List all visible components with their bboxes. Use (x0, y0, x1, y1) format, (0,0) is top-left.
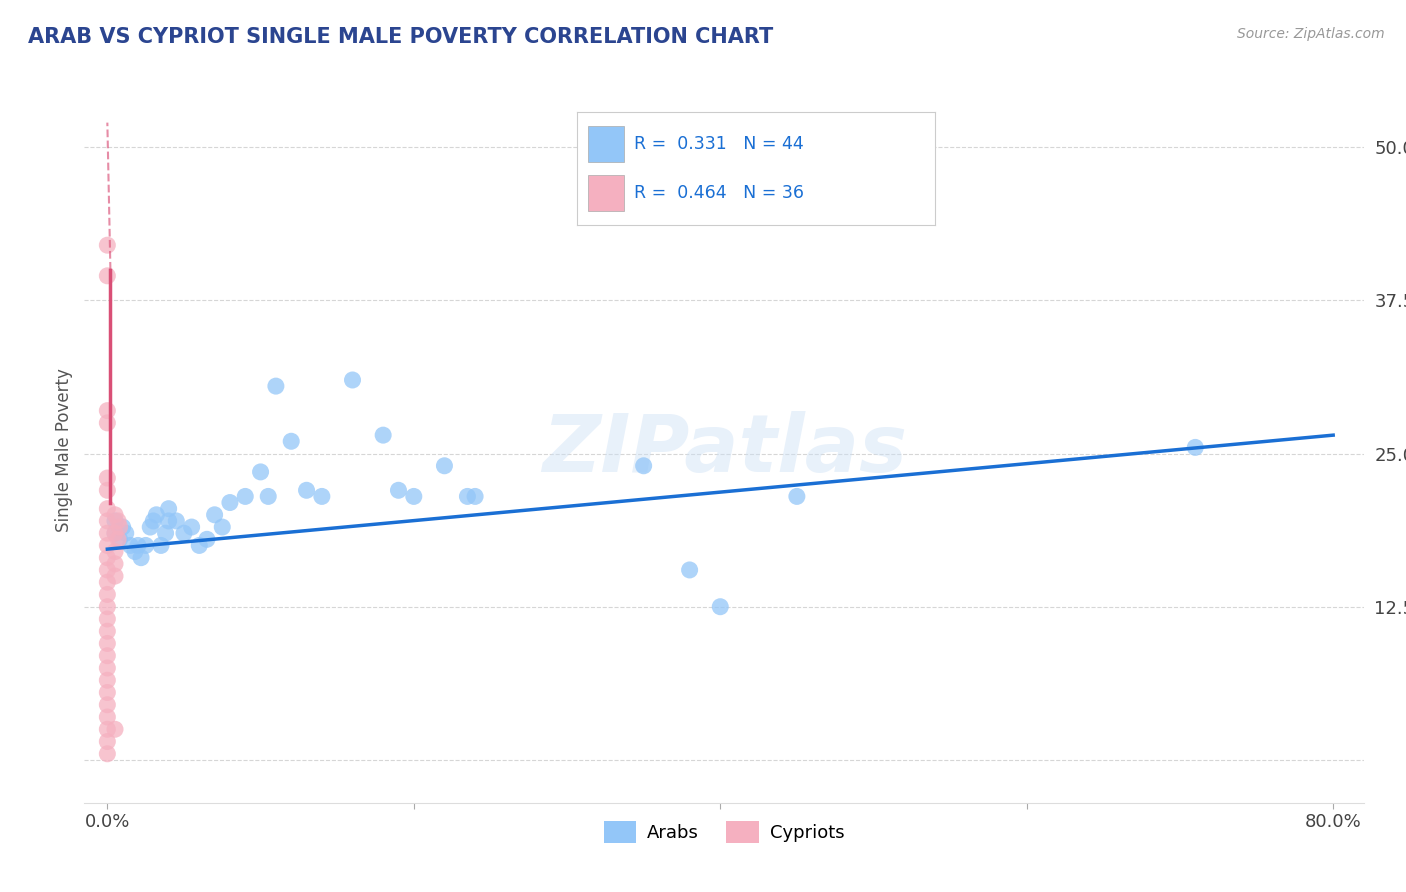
Point (195, 533, 218, 547)
Point (104, 514, 127, 528)
Text: Source: ZipAtlas.com: Source: ZipAtlas.com (1237, 27, 1385, 41)
Point (96, 624, 118, 639)
Legend: Arabs, Cypriots: Arabs, Cypriots (596, 814, 852, 850)
Point (104, 526, 127, 541)
Point (104, 508, 127, 522)
Point (96, 514, 118, 528)
Point (173, 526, 195, 541)
Point (120, 538, 142, 552)
Y-axis label: Single Male Poverty: Single Male Poverty (55, 368, 73, 533)
Point (96, 747, 118, 761)
Point (96, 550, 118, 565)
Point (96, 599, 118, 614)
Point (96, 575, 118, 590)
Point (264, 379, 287, 393)
Point (96, 526, 118, 541)
Point (114, 526, 136, 541)
Point (96, 710, 118, 724)
Point (211, 520, 233, 534)
Point (135, 538, 157, 552)
Point (96, 636, 118, 650)
Point (96, 538, 118, 552)
Text: ZIPatlas: ZIPatlas (541, 411, 907, 490)
Point (295, 483, 318, 498)
Point (180, 520, 202, 534)
Point (104, 723, 127, 737)
Point (142, 514, 165, 528)
Point (257, 490, 280, 504)
Point (204, 508, 226, 522)
Point (311, 490, 333, 504)
Point (456, 490, 478, 504)
Point (96, 698, 118, 712)
Point (165, 514, 187, 528)
Point (280, 434, 302, 449)
Point (108, 533, 131, 547)
Point (96, 661, 118, 675)
Point (104, 544, 127, 558)
Point (373, 428, 395, 442)
Point (96, 648, 118, 663)
Point (709, 599, 731, 614)
Point (104, 557, 127, 571)
Point (149, 538, 172, 552)
Point (96, 723, 118, 737)
Point (157, 514, 180, 528)
Point (1184, 441, 1206, 455)
Point (145, 508, 167, 522)
Point (107, 514, 129, 528)
Point (219, 495, 242, 509)
Point (342, 373, 364, 387)
Point (249, 465, 271, 479)
Point (96, 268, 118, 283)
Point (233, 490, 256, 504)
Point (96, 471, 118, 485)
Point (157, 501, 180, 516)
Point (96, 416, 118, 430)
Point (104, 526, 127, 541)
Point (104, 569, 127, 583)
Point (139, 520, 162, 534)
Point (402, 490, 425, 504)
Point (96, 734, 118, 748)
Point (96, 612, 118, 626)
Point (107, 533, 129, 547)
Point (124, 544, 146, 558)
Point (129, 550, 152, 565)
Point (96, 403, 118, 417)
Point (96, 483, 118, 498)
Point (96, 501, 118, 516)
Point (108, 520, 131, 534)
Point (155, 526, 177, 541)
Point (188, 538, 211, 552)
Point (678, 563, 700, 577)
Point (633, 458, 655, 473)
Point (96, 563, 118, 577)
Point (111, 520, 134, 534)
Point (433, 458, 456, 473)
Point (96, 685, 118, 699)
Point (464, 490, 486, 504)
Point (96, 587, 118, 601)
Text: ARAB VS CYPRIOT SINGLE MALE POVERTY CORRELATION CHART: ARAB VS CYPRIOT SINGLE MALE POVERTY CORR… (28, 27, 773, 46)
Point (387, 483, 409, 498)
Point (96, 673, 118, 688)
Point (786, 490, 808, 504)
Point (127, 538, 149, 552)
Point (96, 238, 118, 252)
